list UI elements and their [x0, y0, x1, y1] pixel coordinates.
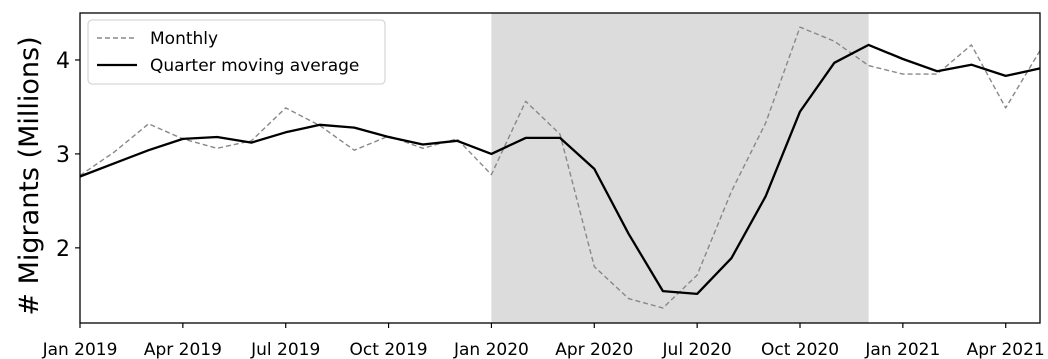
legend-box [87, 19, 386, 85]
y-tick-label: 3 [56, 143, 70, 168]
x-tick-label: Oct 2020 [761, 340, 839, 359]
x-tick-label: Oct 2019 [350, 340, 428, 359]
series-line-moving-average [79, 43, 1041, 296]
plot-frame [79, 12, 1041, 324]
x-tick-label: Jan 2021 [864, 340, 940, 359]
series-layer [79, 26, 1041, 309]
legend: Monthly Quarter moving average [87, 19, 386, 85]
x-tick-label: Jan 2019 [42, 340, 118, 359]
x-tick-label: Jan 2020 [453, 340, 529, 359]
x-tick-label: Jul 2019 [250, 340, 320, 359]
shaded-region-layer [491, 13, 869, 323]
x-tick-label: Jul 2020 [662, 340, 732, 359]
y-tick-label: 2 [56, 237, 70, 262]
x-tick-label: Apr 2019 [144, 340, 222, 359]
x-tick-label: Apr 2021 [967, 340, 1045, 359]
shaded-region [491, 13, 869, 323]
series-line-monthly [79, 26, 1041, 309]
x-axis-ticks: Jan 2019 Apr 2019 Jul 2019 Oct 2019 Jan 2020… [42, 323, 1045, 359]
legend-label: Quarter moving average [150, 56, 359, 76]
y-tick-label: 4 [56, 49, 70, 74]
x-tick-label: Apr 2020 [555, 340, 633, 359]
y-axis-ticks: 2 3 4 [56, 49, 80, 262]
legend-label: Monthly [150, 29, 218, 49]
y-axis-label: # Migrants (Millions) [14, 36, 45, 315]
